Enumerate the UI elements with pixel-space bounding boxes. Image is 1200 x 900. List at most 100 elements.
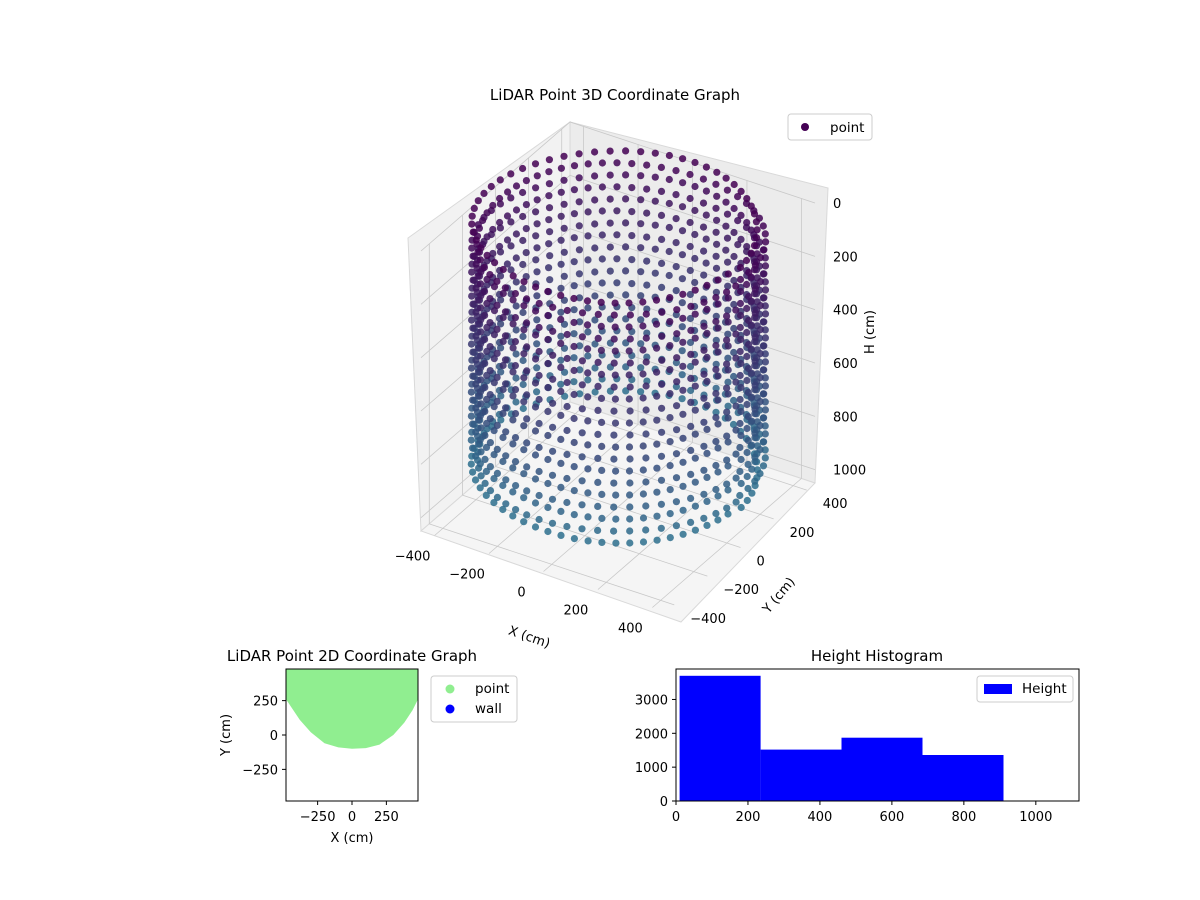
point-3d [737, 431, 745, 440]
point-3d [545, 168, 553, 176]
point-3d [651, 245, 659, 253]
axis-ticks-3d: −400 −200 0 200 400 −400 −200 0 200 400 0 200 400 600… [395, 197, 866, 637]
y-tick-label-3d: −400 [690, 612, 726, 627]
point-3d [584, 280, 592, 288]
point-3d [724, 342, 732, 350]
point-3d [678, 347, 686, 355]
point-3d [557, 411, 565, 419]
point-3d [700, 514, 708, 522]
point-3d [679, 434, 687, 442]
point-3d [523, 367, 531, 375]
point-3d [509, 344, 517, 352]
point-3d [493, 421, 501, 429]
legend-histogram: Height [976, 675, 1074, 703]
point-3d [761, 310, 770, 318]
point-3d [639, 322, 647, 330]
point-3d [545, 216, 553, 224]
point-3d [747, 249, 755, 257]
point-3d [472, 284, 480, 292]
point-3d [687, 470, 695, 478]
point-3d [504, 188, 512, 196]
point-3d [679, 314, 687, 322]
point-3d [665, 271, 673, 280]
point-3d [691, 406, 699, 414]
point-3d [575, 294, 584, 302]
point-3d [520, 470, 528, 478]
point-3d [687, 302, 695, 310]
point-3d [533, 196, 541, 204]
chart-3d: LiDAR Point 3D Coordinate Graph −400 −200… [395, 86, 878, 652]
point-3d [736, 395, 744, 404]
point-3d [549, 327, 557, 335]
y-tick-label-2d: 250 [253, 695, 278, 710]
point-3d [468, 212, 476, 220]
point-3d [657, 452, 666, 460]
point-3d [468, 316, 476, 324]
point-3d [679, 482, 687, 490]
point-3d [622, 171, 630, 179]
point-3d [497, 392, 505, 400]
point-3d [658, 235, 666, 243]
point-3d [751, 429, 759, 437]
point-3d [700, 466, 708, 474]
point-3d [520, 446, 528, 454]
point-3d [729, 420, 738, 429]
point-3d [751, 285, 759, 293]
point-3d [625, 443, 634, 451]
point-3d [501, 284, 509, 292]
point-3d [679, 290, 687, 298]
point-3d [496, 194, 504, 203]
z-tick-label-3d: 600 [833, 357, 858, 372]
point-3d [497, 344, 505, 352]
point-3d [499, 289, 507, 298]
point-3d [520, 398, 528, 406]
point-3d [490, 403, 498, 411]
point-3d [687, 326, 695, 334]
point-3d [658, 428, 666, 436]
point-3d [557, 483, 565, 491]
point-3d [724, 390, 732, 398]
point-3d [503, 236, 512, 244]
point-3d [665, 199, 673, 208]
point-3d [712, 384, 720, 392]
point-3d [544, 479, 552, 488]
point-3d [472, 428, 480, 436]
point-3d [570, 258, 578, 266]
point-3d [610, 335, 618, 343]
point-3d [511, 506, 520, 514]
point-3d [651, 149, 659, 157]
grid-line [528, 437, 774, 520]
point-3d [594, 526, 602, 535]
point-3d [578, 309, 587, 317]
point-3d [481, 455, 489, 463]
point-3d [628, 256, 636, 264]
point-3d [736, 323, 744, 332]
point-3d [591, 292, 599, 300]
point-3d [557, 212, 565, 220]
point-3d [483, 401, 491, 409]
point-3d [512, 350, 520, 358]
point-3d [626, 515, 634, 523]
point-3d [686, 170, 694, 179]
x-tick-label-hist: 200 [736, 810, 761, 825]
point-3d [691, 334, 699, 342]
point-3d [511, 434, 520, 442]
point-3d [532, 307, 540, 315]
point-3d [761, 430, 769, 438]
point-3d [502, 500, 510, 508]
point-3d [469, 228, 477, 236]
legend-2d: point wall [430, 675, 518, 723]
point-3d [730, 348, 738, 357]
point-3d [713, 240, 721, 248]
point-3d [482, 491, 490, 499]
point-3d [477, 400, 485, 408]
point-3d [761, 374, 769, 382]
point-3d [545, 264, 553, 272]
y-axis-label-2d: Y (cm) [219, 714, 234, 757]
point-3d [477, 448, 485, 456]
x-tick-label-3d: −200 [449, 568, 485, 583]
point-3d [570, 378, 578, 386]
point-3d [482, 443, 491, 451]
point-3d [737, 235, 745, 243]
point-3d [548, 471, 557, 479]
